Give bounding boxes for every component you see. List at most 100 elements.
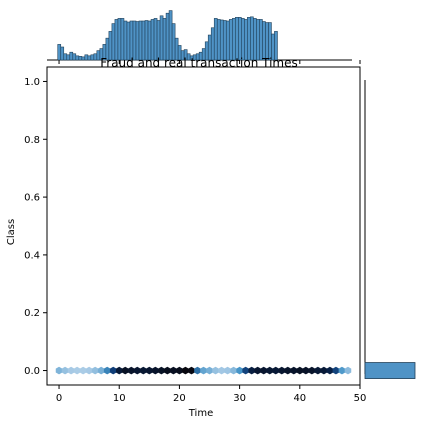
hexbin-cell: [290, 366, 298, 375]
hexbin-cell: [266, 366, 273, 375]
marginal-x-bar: [256, 19, 260, 61]
hexbin-cell: [284, 366, 292, 375]
y-tick-label: 0.2: [24, 308, 40, 319]
hexbin-cell: [164, 366, 171, 375]
hexbin-cell: [73, 366, 81, 375]
hexbin-cell: [344, 366, 352, 375]
marginal-x-bar: [90, 54, 95, 61]
y-tick-label: 0.4: [24, 250, 40, 261]
marginal-x-bar: [78, 56, 83, 61]
hexbin-cell: [272, 366, 280, 375]
x-tick-label: 20: [173, 393, 186, 404]
hexbin-cell: [85, 366, 93, 375]
x-axis-label: Time: [188, 408, 213, 419]
hexbin-cell: [97, 366, 105, 375]
y-tick-label: 0.6: [24, 193, 40, 204]
marginal-x-bar: [117, 18, 122, 61]
marginal-x-bar: [225, 20, 230, 61]
marginal-x-bar: [87, 55, 92, 61]
hexbin-cell: [115, 366, 123, 375]
marginal-x-bar: [81, 56, 86, 61]
marginal-x-bar: [159, 15, 164, 61]
marginal-x-bar: [153, 18, 158, 61]
hexbin-cell: [188, 366, 195, 375]
hexbin-cell: [79, 366, 87, 375]
hexbin-cell: [248, 366, 255, 375]
x-tick-label: 40: [293, 393, 306, 404]
hexbin-cell: [320, 366, 328, 375]
hexbin-cell: [314, 366, 322, 375]
hexbin-cell: [278, 366, 286, 375]
hexbin-cell: [176, 366, 183, 375]
hexbin-cell: [308, 366, 316, 375]
marginal-x-bar: [222, 20, 227, 61]
marginal-x-bar: [141, 20, 146, 61]
hexbin-cell: [260, 366, 267, 375]
marginal-x-bar: [138, 20, 143, 61]
hexbin-cell: [109, 366, 117, 375]
hexbin-cell: [194, 366, 201, 375]
hexbin-cell: [182, 366, 189, 375]
hexbin-cell: [206, 366, 213, 375]
marginal-x-bar: [57, 44, 62, 61]
marginal-x-bar: [72, 53, 77, 61]
marginal-x-bar: [268, 22, 272, 61]
hexbin-cell: [127, 366, 135, 375]
hexbin-cell: [212, 366, 219, 375]
hexbin-cell: [158, 366, 165, 375]
hexbin-cell: [338, 366, 346, 375]
x-tick-label: 0: [56, 393, 62, 404]
marginal-x-bar: [111, 23, 116, 61]
x-tick-label: 10: [113, 393, 126, 404]
marginal-x-bar: [171, 23, 176, 61]
hexbin-cell: [224, 366, 231, 375]
marginal-x-bar: [250, 16, 254, 61]
hexbin-cell: [121, 366, 129, 375]
marginal-x-bar: [162, 18, 167, 61]
x-tick-label: 50: [354, 393, 367, 404]
hexbin-cell: [170, 366, 177, 375]
marginal-x-bar: [129, 20, 134, 61]
marginal-x-bar: [165, 12, 170, 61]
marginal-x-bar: [219, 19, 224, 61]
marginal-x-bar: [156, 20, 161, 61]
hexbin-cell: [254, 366, 261, 375]
marginal-x-bar: [114, 19, 119, 61]
marginal-x-bar: [147, 20, 152, 61]
hexbin-cell: [200, 366, 207, 375]
y-tick-label: 1.0: [24, 77, 40, 88]
marginal-x-bar: [63, 53, 68, 61]
hexbin-cell: [332, 366, 340, 375]
marginal-x-bar: [262, 21, 266, 61]
marginal-x-bar: [150, 19, 155, 61]
marginal-x-bar: [60, 46, 65, 61]
hexbin-cell: [302, 366, 310, 375]
marginal-x-bar: [213, 18, 218, 61]
hexbin-cell: [326, 366, 334, 375]
y-tick-label: 0.8: [24, 135, 40, 146]
marginal-x-bar: [216, 19, 221, 61]
marginal-x-bar: [126, 21, 131, 61]
x-axis-ticks: 0 10 20 30 40 50: [56, 385, 367, 404]
marginal-x-bar: [66, 54, 71, 61]
x-tick-label: 30: [233, 393, 246, 404]
chart-title: Fraud and real transaction Times: [100, 56, 298, 70]
marginal-x-bar: [93, 53, 98, 61]
hexbin-cell: [91, 366, 99, 375]
marginal-x-bar: [238, 17, 242, 61]
marginal-x-bar: [228, 19, 233, 61]
y-axis-label: Class: [6, 219, 17, 245]
marginal-x-bar: [259, 19, 263, 61]
y-axis-ticks: 0.0 0.2 0.4 0.6 0.8 1.0: [24, 77, 47, 377]
marginal-x-bar: [274, 31, 278, 61]
marginal-x-bar: [144, 20, 149, 61]
hexbin-cell: [134, 366, 141, 375]
hexbin-cell: [140, 366, 147, 375]
hexbin-cell: [230, 366, 237, 375]
hexbin-cell: [152, 366, 159, 375]
marginal-x-bar: [75, 55, 80, 61]
marginal-x-bar: [241, 18, 245, 61]
hexbin-cell: [61, 366, 69, 375]
marginal-x-bar: [135, 21, 140, 61]
